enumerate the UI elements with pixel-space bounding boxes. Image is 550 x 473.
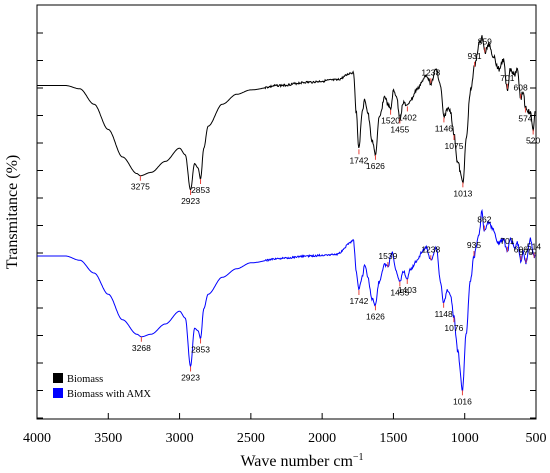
x-tick-label-6: 1000 [451, 431, 479, 446]
x-axis-title-superscript: −1 [353, 452, 364, 463]
peak-label-1-12: 935 [467, 240, 481, 250]
peak-label-0-4: 1626 [366, 161, 385, 171]
series-layer [37, 35, 536, 392]
peak-label-1-3: 1742 [349, 296, 368, 306]
peak-label-1-7: 1403 [398, 285, 417, 295]
peak-label-1-15: 606 [514, 244, 528, 254]
peak-label-1-11: 1016 [453, 396, 472, 406]
peak-label-1-2: 2853 [191, 344, 210, 354]
y-axis-ticks [37, 32, 536, 419]
x-tick-label-3: 2500 [237, 431, 265, 446]
peak-label-1-9: 1148 [434, 309, 453, 319]
peak-label-1-17: 514 [527, 242, 541, 252]
peak-label-0-0: 3275 [131, 182, 150, 192]
x-tick-label-4: 2000 [308, 431, 336, 446]
peak-label-0-8: 1238 [421, 67, 440, 77]
peak-label-0-15: 608 [514, 83, 528, 93]
peak-label-0-11: 1013 [453, 188, 472, 198]
peak-label-0-14: 701 [500, 73, 514, 83]
legend-swatch-biomass [53, 373, 63, 383]
legend-swatch-biomass-amx [53, 388, 63, 398]
series-line-1 [37, 208, 536, 392]
peak-label-1-4: 1626 [366, 311, 385, 321]
peak-label-1-14: 701 [500, 236, 514, 246]
peak-label-0-16: 574 [518, 114, 532, 124]
peak-label-0-1: 2923 [181, 196, 200, 206]
plot-frame [36, 4, 537, 420]
peak-label-0-10: 1075 [445, 141, 464, 151]
peak-label-0-6: 1455 [390, 125, 409, 135]
series-line-0 [37, 35, 536, 192]
peak-label-1-5: 1539 [378, 251, 397, 261]
peak-label-1-10: 1076 [444, 323, 463, 333]
peak-label-0-9: 1146 [435, 123, 454, 133]
x-axis-title: Wave number cm−1 [240, 452, 363, 470]
peak-label-1-8: 1238 [421, 244, 440, 254]
x-axis-ticks: 4000 3500 3000 2500 2000 1500 1000 500 [23, 413, 547, 446]
peak-label-1-6: 1455 [390, 288, 409, 298]
peak-label-0-13: 859 [478, 37, 492, 47]
legend-label-biomass: Biomass [67, 374, 103, 385]
legend-label-biomass-amx: Biomass with AMX [67, 389, 151, 400]
x-tick-label-2: 3000 [166, 431, 194, 446]
peak-label-0-2: 2853 [191, 185, 210, 195]
peak-label-0-7: 1402 [398, 112, 417, 122]
legend: Biomass Biomass with AMX [53, 373, 151, 400]
x-tick-label-7: 500 [526, 431, 547, 446]
peak-label-0-12: 931 [467, 51, 481, 61]
x-tick-label-1: 3500 [94, 431, 122, 446]
y-axis-title: Transmitance (%) [4, 155, 21, 270]
peak-label-1-13: 862 [477, 215, 491, 225]
peak-label-1-1: 2923 [181, 373, 200, 383]
x-axis-title-text: Wave number cm [240, 453, 353, 470]
peak-label-0-17: 520 [526, 136, 540, 146]
peak-label-1-0: 3268 [132, 343, 151, 353]
x-tick-label-5: 1500 [379, 431, 407, 446]
peak-label-1-16: 570 [519, 247, 533, 257]
x-tick-label-0: 4000 [23, 431, 51, 446]
peak-annotations: 3275292328531742162615201455140212381146… [131, 37, 541, 407]
peak-label-0-5: 1520 [381, 116, 400, 126]
peak-label-0-3: 1742 [349, 155, 368, 165]
